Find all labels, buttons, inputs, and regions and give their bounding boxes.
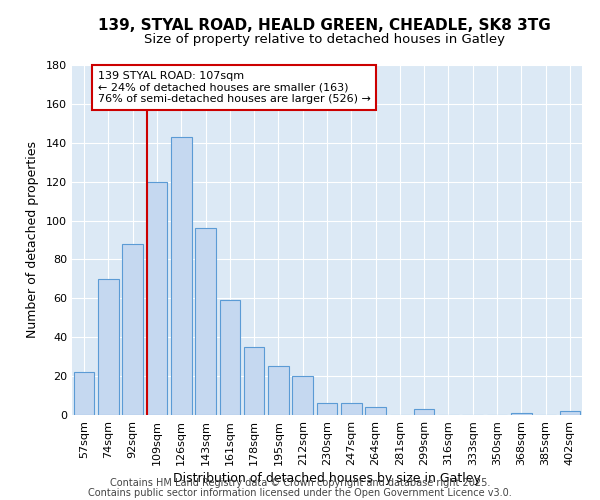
Bar [98, 279, 119, 415]
Bar [414, 409, 434, 415]
Text: 139, STYAL ROAD, HEALD GREEN, CHEADLE, SK8 3TG: 139, STYAL ROAD, HEALD GREEN, CHEADLE, S… [98, 18, 550, 32]
Text: Size of property relative to detached houses in Gatley: Size of property relative to detached ho… [143, 32, 505, 46]
Bar [365, 407, 386, 415]
Bar [146, 182, 167, 415]
Y-axis label: Number of detached properties: Number of detached properties [26, 142, 39, 338]
Bar [341, 404, 362, 415]
Text: Contains public sector information licensed under the Open Government Licence v3: Contains public sector information licen… [88, 488, 512, 498]
Bar [122, 244, 143, 415]
Bar [560, 411, 580, 415]
Bar [317, 404, 337, 415]
Bar [171, 137, 191, 415]
Text: Contains HM Land Registry data © Crown copyright and database right 2025.: Contains HM Land Registry data © Crown c… [110, 478, 490, 488]
Bar [220, 300, 240, 415]
Bar [74, 372, 94, 415]
Bar [244, 347, 265, 415]
Bar [511, 413, 532, 415]
Bar [292, 376, 313, 415]
Text: 139 STYAL ROAD: 107sqm
← 24% of detached houses are smaller (163)
76% of semi-de: 139 STYAL ROAD: 107sqm ← 24% of detached… [98, 71, 371, 104]
X-axis label: Distribution of detached houses by size in Gatley: Distribution of detached houses by size … [173, 472, 481, 485]
Bar [268, 366, 289, 415]
Bar [195, 228, 216, 415]
